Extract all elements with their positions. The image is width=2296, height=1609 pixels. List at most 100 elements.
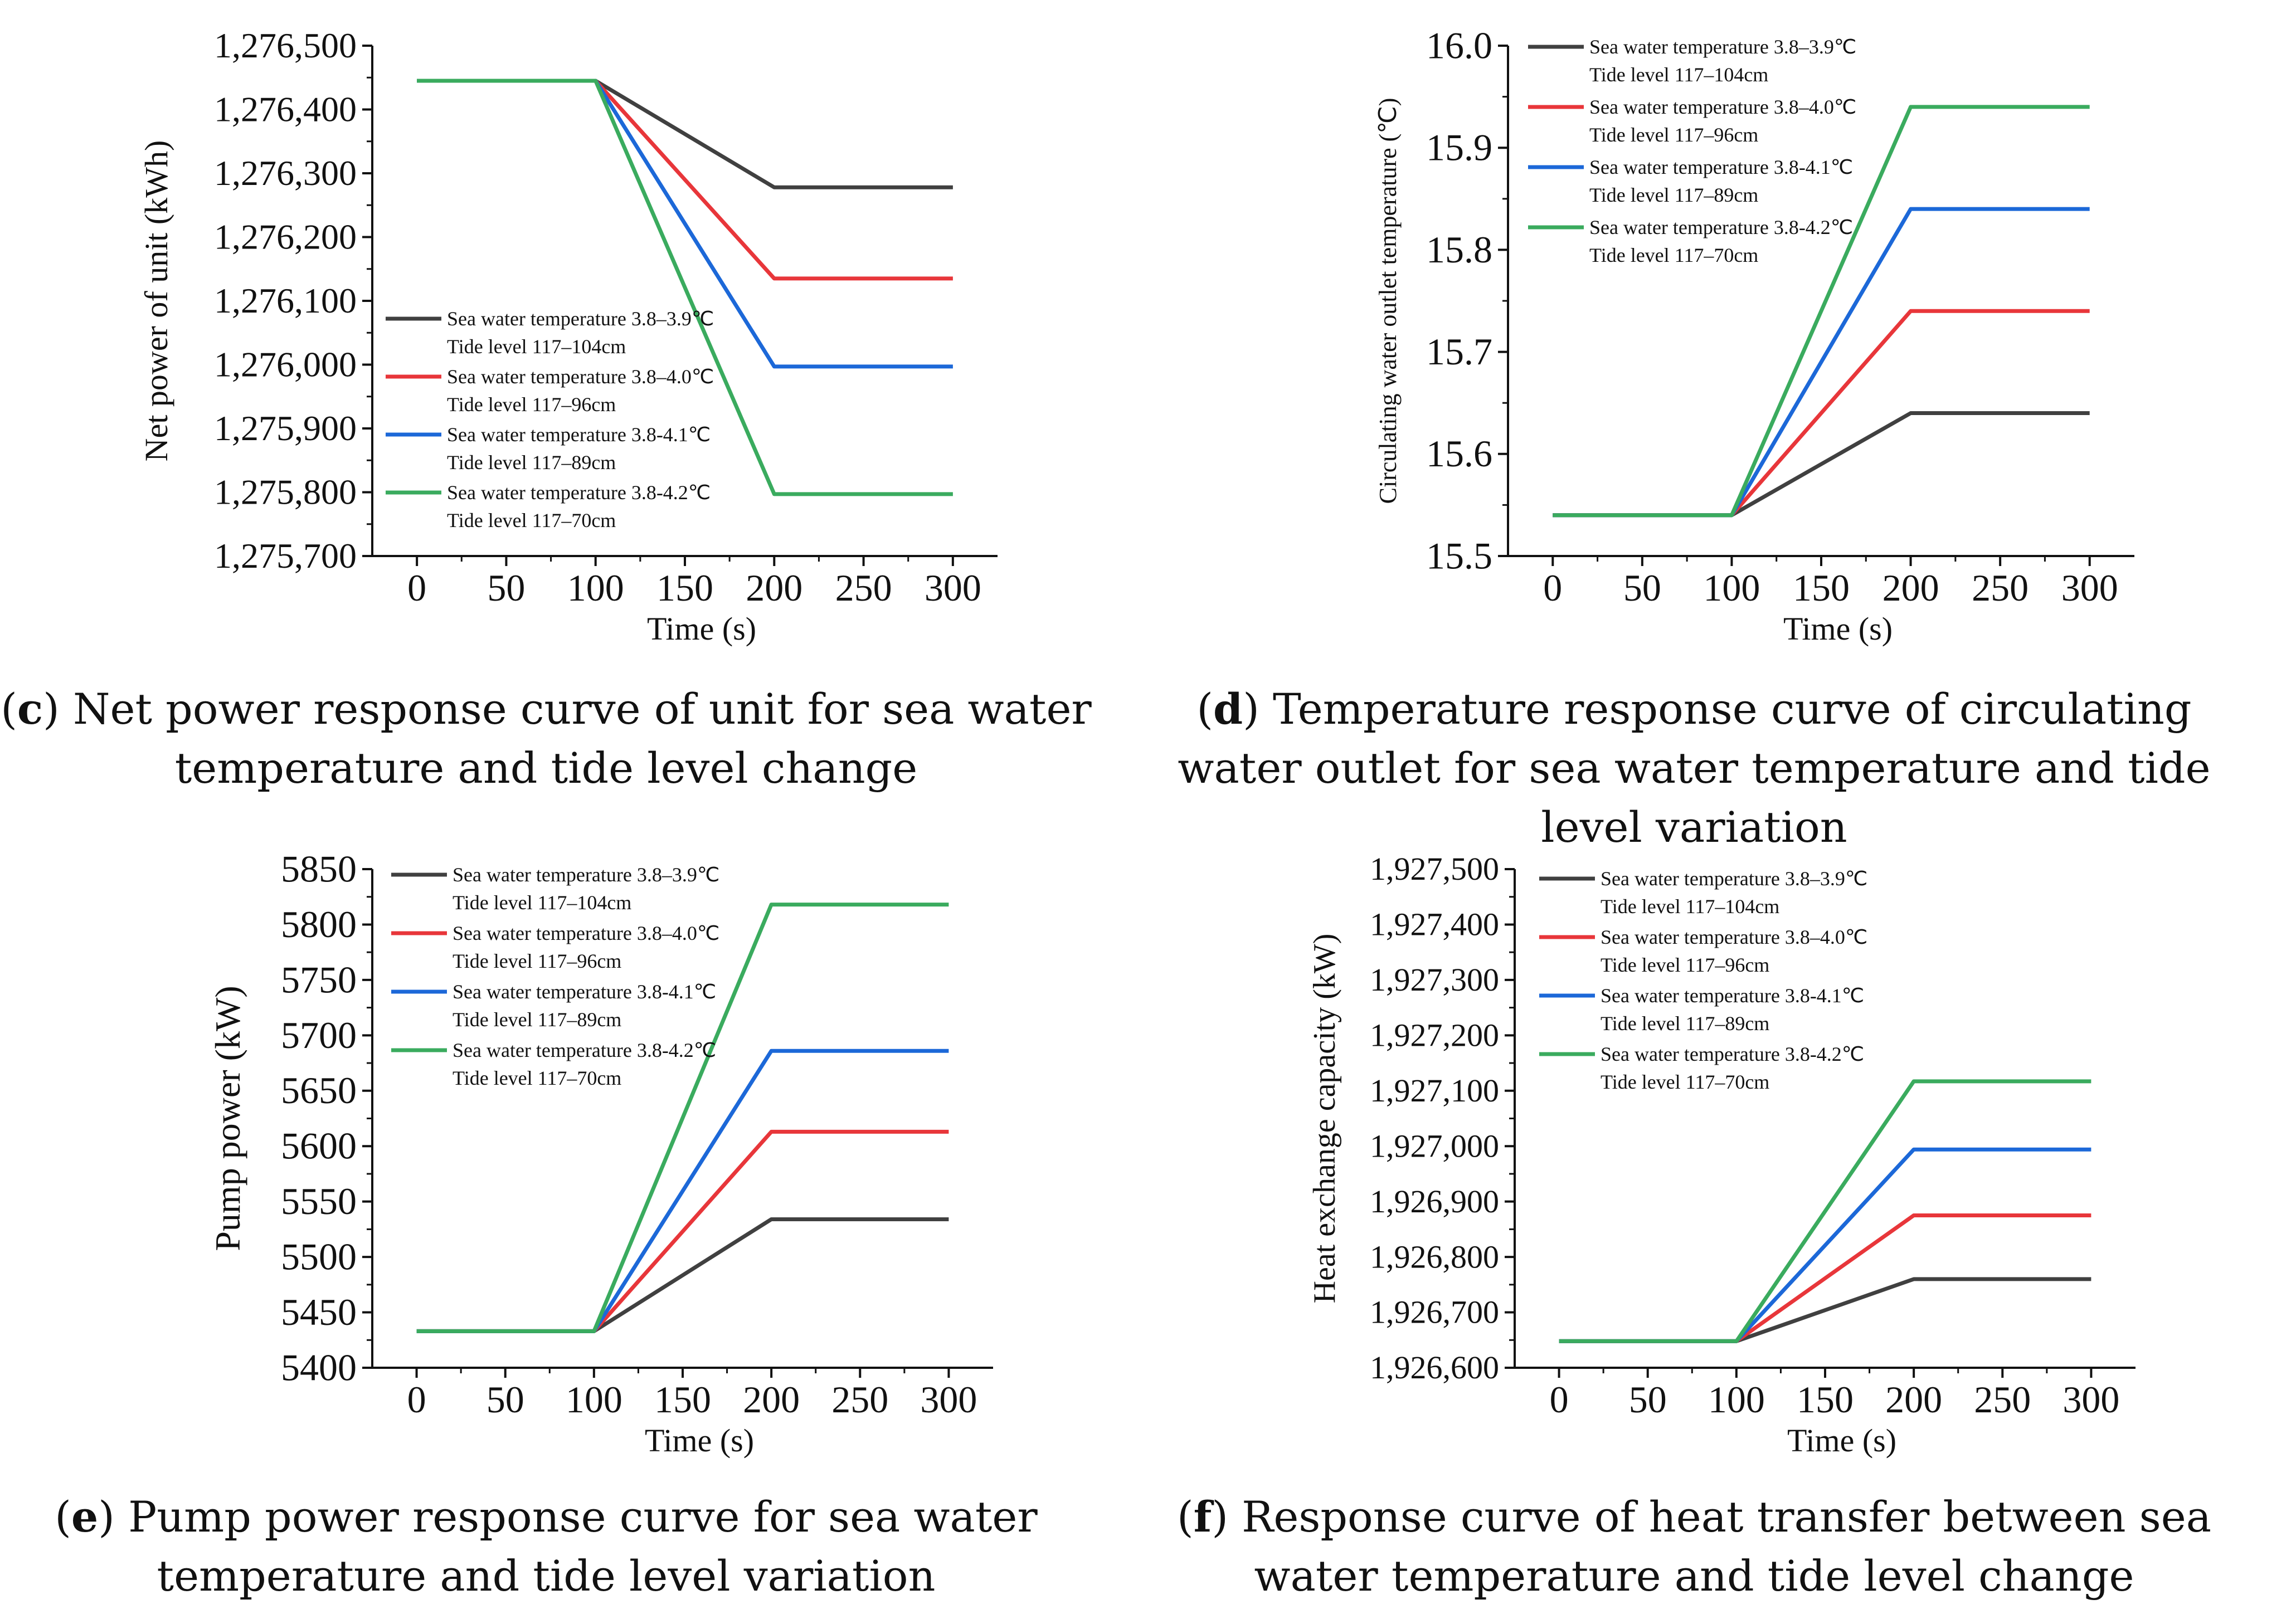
- legend-label-line1: Sea water temperature 3.8–3.9℃: [1589, 36, 1856, 58]
- legend-label-line2: Tide level 117–70cm: [453, 1067, 621, 1089]
- legend-label-line2: Tide level 117–96cm: [453, 950, 621, 972]
- legend-label-line1: Sea water temperature 3.8-4.1℃: [447, 423, 711, 446]
- x-tick-label: 200: [746, 567, 802, 609]
- x-tick-label: 250: [831, 1378, 888, 1421]
- series-line-1: [1559, 1277, 2091, 1343]
- y-tick-label: 15.7: [1426, 330, 1492, 373]
- x-tick-label: 50: [487, 1378, 524, 1421]
- legend-label-line2: Tide level 117–104cm: [1589, 64, 1768, 86]
- legend-label-line2: Tide level 117–89cm: [1589, 184, 1758, 206]
- x-tick-label: 250: [1972, 567, 2029, 609]
- series-line-2: [417, 79, 953, 281]
- legend-label-line2: Tide level 117–96cm: [447, 393, 616, 416]
- y-tick-label: 1,927,500: [1370, 851, 1499, 887]
- series-line-1: [417, 79, 953, 189]
- legend-label-line1: Sea water temperature 3.8-4.2℃: [1601, 1043, 1864, 1065]
- caption-c: (c) Net power response curve of unit for…: [1, 684, 1092, 793]
- caption-d-label: d: [1213, 684, 1243, 734]
- x-tick-label: 50: [1623, 567, 1661, 609]
- y-tick-label: 15.6: [1426, 432, 1492, 475]
- y-tick-label: 1,276,300: [214, 153, 357, 193]
- y-tick-label: 1,276,500: [214, 26, 357, 65]
- x-tick-label: 100: [1708, 1378, 1765, 1421]
- caption-f: (f) Response curve of heat transfer betw…: [1176, 1492, 2212, 1601]
- legend-label-line2: Tide level 117–70cm: [1601, 1071, 1769, 1093]
- y-tick-label: 1,275,900: [214, 408, 357, 448]
- x-axis-title: Time (s): [1787, 1422, 1896, 1459]
- legend-label-line1: Sea water temperature 3.8–4.0℃: [447, 365, 714, 388]
- legend-label-line1: Sea water temperature 3.8–3.9℃: [447, 308, 714, 330]
- legend-label-line2: Tide level 117–104cm: [453, 891, 631, 914]
- x-tick-label: 100: [567, 567, 624, 609]
- x-tick-label: 50: [1629, 1378, 1667, 1421]
- caption-c-text: Net power response curve of unit for sea…: [72, 684, 1092, 793]
- caption-f-text: Response curve of heat transfer between …: [1242, 1492, 2212, 1601]
- y-tick-label: 5800: [281, 903, 357, 945]
- legend-label-line2: Tide level 117–70cm: [1589, 244, 1758, 266]
- x-tick-label: 300: [2061, 567, 2118, 609]
- y-tick-label: 1,927,200: [1370, 1017, 1499, 1053]
- chart-panel-f: 0 50 100 150 200 250 300 1,926,600 1,926,700 1,92…: [1307, 851, 2136, 1459]
- x-tick-label: 0: [1550, 1378, 1569, 1421]
- chart-panel-e: 0 50 100 150 200 250 300 5400 5450 5500 5550 5600 56…: [208, 847, 993, 1459]
- y-tick-label: 1,927,100: [1370, 1072, 1499, 1109]
- y-tick-label: 1,926,900: [1370, 1183, 1499, 1220]
- legend-label-line1: Sea water temperature 3.8-4.1℃: [1601, 984, 1864, 1007]
- y-tick-label: 1,276,100: [214, 281, 357, 320]
- y-tick-label: 5700: [281, 1014, 357, 1056]
- legend-label-line2: Tide level 117–104cm: [447, 335, 626, 358]
- y-tick-label: 1,276,400: [214, 90, 357, 129]
- x-tick-label: 200: [1885, 1378, 1942, 1421]
- legend-label-line1: Sea water temperature 3.8–3.9℃: [453, 864, 719, 886]
- y-tick-label: 1,926,700: [1370, 1294, 1499, 1330]
- legend-label-line2: Tide level 117–96cm: [1601, 954, 1769, 976]
- y-tick-label: 1,926,600: [1370, 1349, 1499, 1386]
- x-tick-label: 250: [835, 567, 892, 609]
- legend-label-line1: Sea water temperature 3.8–3.9℃: [1601, 867, 1867, 890]
- x-axis-title: Time (s): [1783, 611, 1893, 647]
- y-tick-label: 15.9: [1426, 126, 1492, 169]
- x-tick-label: 100: [1703, 567, 1760, 609]
- x-tick-label: 50: [487, 567, 525, 609]
- series-line-4: [1559, 1079, 2091, 1343]
- y-axis-title: Net power of unit (kWh): [138, 140, 174, 462]
- caption-e-text: Pump power response curve for sea water …: [128, 1492, 1038, 1601]
- caption-d: (d) Temperature response curve of circul…: [1178, 684, 2211, 852]
- x-tick-label: 0: [407, 1378, 426, 1421]
- x-tick-label: 0: [1543, 567, 1562, 609]
- series-line-4: [416, 903, 949, 1333]
- y-tick-label: 5400: [281, 1346, 357, 1388]
- legend-label-line2: Tide level 117–70cm: [447, 509, 616, 532]
- y-axis-title: Heat exchange capacity (kW): [1307, 934, 1342, 1304]
- series-line-4: [1553, 105, 2090, 518]
- y-tick-label: 1,927,000: [1370, 1128, 1499, 1164]
- y-tick-label: 15.8: [1426, 228, 1492, 271]
- y-tick-label: 5600: [281, 1125, 357, 1167]
- series-line-1: [1553, 411, 2090, 518]
- caption-d-text: Temperature response curve of circulatin…: [1178, 684, 2211, 852]
- x-tick-label: 100: [566, 1378, 622, 1421]
- y-tick-label: 5500: [281, 1236, 357, 1278]
- legend-label-line1: Sea water temperature 3.8-4.1℃: [1589, 156, 1853, 178]
- x-tick-label: 300: [920, 1378, 977, 1421]
- x-tick-label: 150: [1797, 1378, 1854, 1421]
- chart-panel-c: 0 50 100 150 200 250 300 1,275,700 1,275,800 1,27…: [138, 26, 998, 647]
- legend-label-line1: Sea water temperature 3.8-4.2℃: [453, 1039, 716, 1061]
- legend-label-line1: Sea water temperature 3.8-4.2℃: [447, 481, 711, 504]
- series-line-3: [1559, 1147, 2091, 1343]
- chart-panel-d: 0 50 100 150 200 250 300 15.5 15.6 15.7 15.8 15.9 16…: [1374, 24, 2134, 647]
- x-tick-label: 200: [743, 1378, 800, 1421]
- y-axis-title: Pump power (kW): [208, 986, 247, 1251]
- caption-c-label: c: [17, 684, 43, 734]
- series-line-1: [416, 1217, 949, 1333]
- caption-f-label: f: [1193, 1492, 1212, 1542]
- y-tick-label: 16.0: [1426, 24, 1492, 66]
- legend-label-line1: Sea water temperature 3.8-4.2℃: [1589, 216, 1853, 238]
- y-axis-title: Circulating water outlet temperature (℃): [1374, 98, 1402, 504]
- legend-label-line1: Sea water temperature 3.8–4.0℃: [1601, 926, 1867, 948]
- series-line-2: [416, 1129, 949, 1333]
- x-tick-label: 150: [654, 1378, 711, 1421]
- caption-e: (e) Pump power response curve for sea wa…: [55, 1492, 1038, 1601]
